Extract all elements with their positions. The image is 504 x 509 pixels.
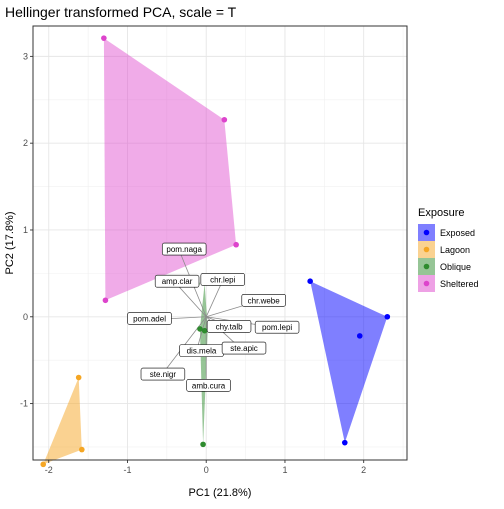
- point-exposed: [341, 439, 348, 446]
- x-axis: -2 -1 0 1 2: [45, 460, 366, 475]
- point-sheltered: [101, 35, 107, 41]
- loading-label-chr-webe: chr.webe: [241, 293, 286, 307]
- legend-label: Oblique: [440, 262, 471, 272]
- legend-label: Lagoon: [440, 245, 470, 255]
- plot-panel: pom.naga amp.clar chr.lepi chr.webe pom.adel…: [32, 25, 408, 468]
- legend: Exposure Exposed Lagoon Oblique Sheltered: [418, 207, 479, 292]
- hull-sheltered: [103, 38, 237, 301]
- y-tick-label: 2: [23, 138, 28, 148]
- legend-title: Exposure: [418, 207, 464, 219]
- loading-label-pom-naga: pom.naga: [161, 242, 207, 256]
- y-tick-label: 3: [23, 51, 28, 61]
- loading-label-box: [241, 293, 286, 307]
- loading-label-box: [161, 242, 207, 256]
- loading-label-text: pom.lepi: [262, 323, 292, 332]
- y-tick-label: 0: [23, 312, 28, 322]
- loading-label-text: ste.apic: [230, 344, 258, 353]
- points: [40, 35, 391, 468]
- loading-label-box: [140, 367, 186, 381]
- loading-label-text: amb.cura: [192, 381, 226, 390]
- loading-label-box: [254, 320, 300, 334]
- loading-label-pom-adel: pom.adel: [127, 312, 172, 325]
- loading-label-text: chr.webe: [248, 296, 281, 305]
- loading-label-box: [221, 341, 267, 355]
- y-tick-label: -1: [20, 399, 28, 409]
- loading-line-dis-mela: [196, 316, 207, 350]
- point-lagoon: [75, 374, 82, 381]
- point-exposed: [307, 278, 313, 284]
- legend-key-point: [423, 229, 430, 236]
- hull-exposed: [310, 281, 388, 443]
- hull-lagoon: [43, 377, 82, 465]
- y-axis-label: PC2 (17.8%): [4, 212, 16, 275]
- chart-title: Hellinger transformed PCA, scale = T: [5, 4, 237, 20]
- point-sheltered: [102, 297, 109, 304]
- loading-label-dis-mela: dis.mela: [179, 344, 224, 357]
- y-axis: -1 0 1 2 3: [20, 51, 33, 409]
- loading-label-text: ste.nigr: [150, 370, 177, 379]
- loading-label-text: dis.mela: [187, 347, 217, 356]
- point-exposed: [356, 333, 363, 339]
- loading-label-amp-clar: amp.clar: [154, 274, 200, 288]
- loading-label-box: [127, 312, 172, 325]
- legend-item-exposed: Exposed: [418, 224, 475, 241]
- legend-key-point: [423, 263, 430, 270]
- x-tick-label: 1: [282, 465, 287, 475]
- loading-label-text: chr.lepi: [210, 275, 236, 284]
- loading-label-box: [186, 379, 231, 392]
- legend-item-sheltered: Sheltered: [418, 275, 479, 292]
- loading-label-box: [206, 320, 252, 333]
- loading-label-amb-cura: amb.cura: [186, 379, 231, 392]
- x-tick-label: 2: [361, 465, 366, 475]
- legend-key-point: [423, 246, 430, 253]
- hulls: [43, 38, 388, 465]
- point-sheltered: [221, 116, 228, 123]
- x-axis-label: PC1 (21.8%): [189, 487, 252, 499]
- legend-items: Exposed Lagoon Oblique Sheltered: [418, 224, 479, 292]
- x-tick-label: -2: [45, 465, 53, 475]
- legend-item-oblique: Oblique: [418, 258, 471, 275]
- point-lagoon: [79, 446, 85, 453]
- loading-label-ste-apic: ste.apic: [221, 341, 267, 355]
- loading-label-box: [200, 273, 245, 286]
- point-oblique: [197, 326, 203, 332]
- loading-label-text: chy.talb: [216, 322, 244, 331]
- loading-label-chy-talb: chy.talb: [206, 320, 252, 333]
- legend-label: Exposed: [440, 228, 475, 238]
- legend-label: Sheltered: [440, 279, 479, 289]
- point-oblique: [201, 327, 208, 334]
- point-oblique: [200, 441, 206, 448]
- point-sheltered: [233, 241, 239, 248]
- y-tick-label: 1: [23, 225, 28, 235]
- loading-label-text: pom.naga: [166, 245, 202, 254]
- legend-key-point: [423, 280, 430, 287]
- loading-label-box: [154, 274, 200, 288]
- loading-label-pom-lepi: pom.lepi: [254, 320, 300, 334]
- point-lagoon: [40, 461, 47, 468]
- panel-border: [32, 25, 408, 461]
- loading-label-text: pom.adel: [133, 315, 166, 324]
- loading-label-ste-nigr: ste.nigr: [140, 367, 186, 381]
- point-exposed: [384, 313, 391, 320]
- loading-labels: pom.naga amp.clar chr.lepi chr.webe pom.adel…: [127, 242, 300, 392]
- loading-label-text: amp.clar: [162, 277, 193, 286]
- loading-label-chr-lepi: chr.lepi: [200, 273, 245, 286]
- legend-item-lagoon: Lagoon: [418, 241, 470, 258]
- x-tick-label: 0: [204, 465, 209, 475]
- x-tick-label: -1: [123, 465, 131, 475]
